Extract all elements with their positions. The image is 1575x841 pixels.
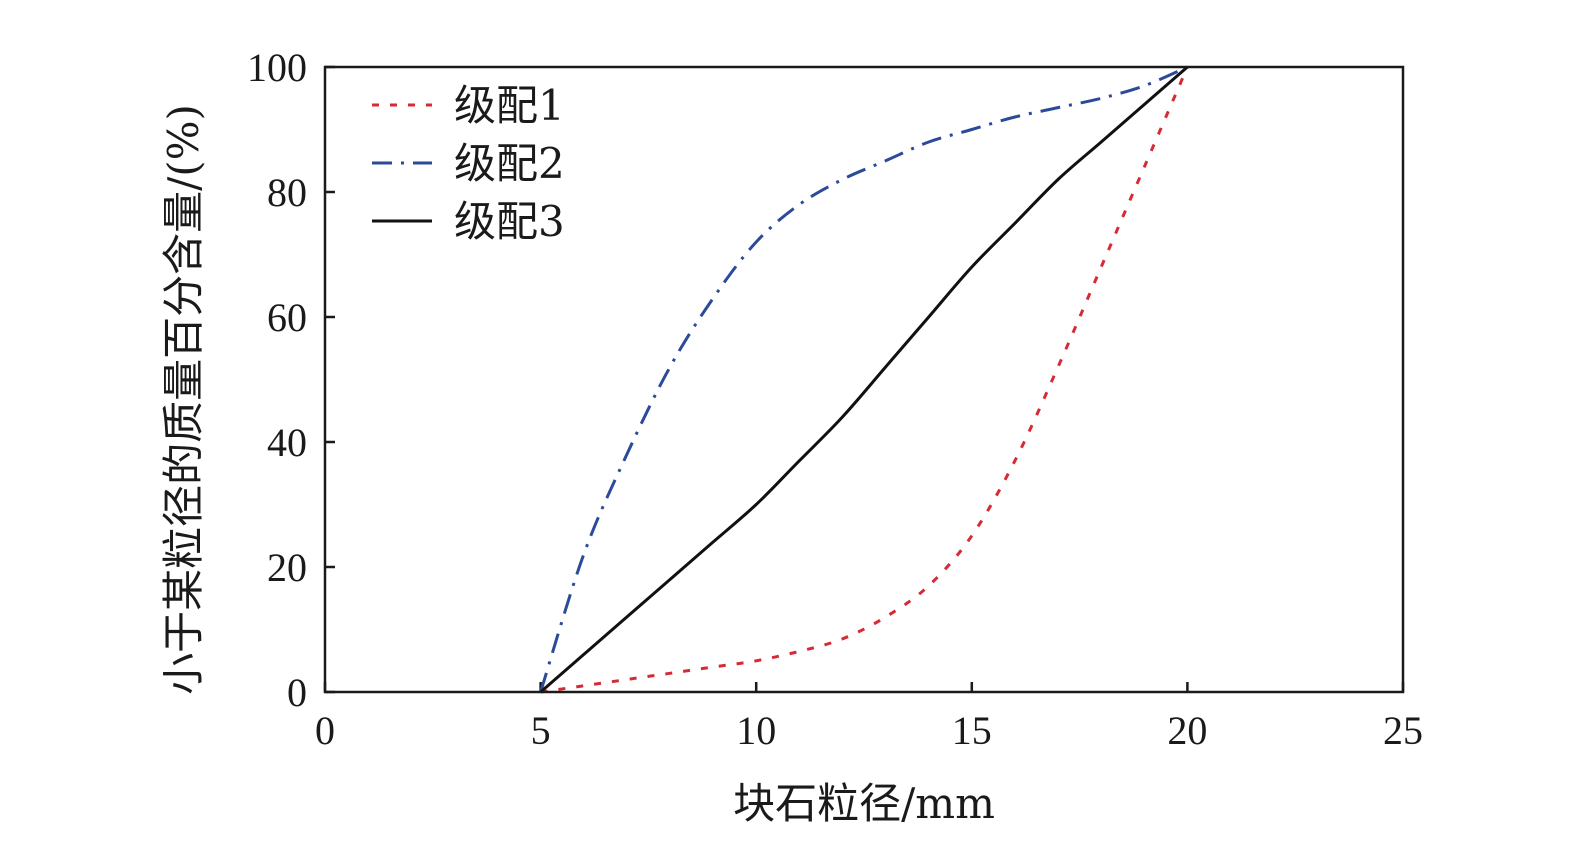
y-tick-label: 20	[267, 545, 307, 590]
x-tick-label: 15	[952, 708, 992, 753]
legend-label-1: 级配1	[454, 81, 565, 130]
x-tick-label: 10	[736, 708, 776, 753]
y-tick-label: 40	[267, 420, 307, 465]
series-line-2	[539, 65, 1188, 693]
y-tick-label: 100	[247, 45, 307, 90]
legend: 级配1 级配2 级配3	[372, 81, 565, 246]
x-tick-label: 25	[1383, 708, 1423, 753]
series-group	[539, 65, 1189, 694]
ticks-group: 0 5 10 15 20 25 0 20 40 60 80 100	[247, 45, 1423, 753]
legend-label-2: 级配2	[454, 139, 565, 188]
y-axis-title: 小于某粒径的质量百分含量/(%)	[159, 104, 208, 695]
series-line-1	[540, 66, 1189, 694]
x-axis-title: 块石粒径/mm	[733, 779, 995, 828]
y-tick-label: 60	[267, 295, 307, 340]
x-tick-label: 20	[1167, 708, 1207, 753]
plot-frame	[323, 65, 1405, 694]
x-tick-label: 5	[531, 708, 551, 753]
y-tick-label: 0	[287, 670, 307, 715]
series-line-3	[539, 65, 1189, 694]
legend-label-3: 级配3	[454, 197, 565, 246]
y-tick-label: 80	[267, 170, 307, 215]
x-tick-label: 0	[315, 708, 335, 753]
